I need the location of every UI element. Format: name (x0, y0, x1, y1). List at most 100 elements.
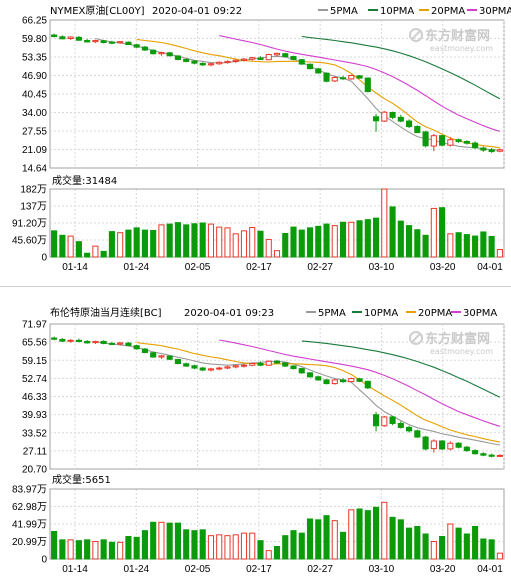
date-axis: 01-14 01-24 02-05 02-17 02-27 03-10 03-20 04-01 (62, 564, 503, 575)
volume-bar (372, 217, 380, 258)
watermark-brand: 东方财富网 (425, 28, 490, 44)
candle-body (265, 54, 272, 61)
volume-bar (232, 534, 239, 560)
volume-bar (439, 207, 446, 258)
volume-bar (290, 530, 297, 560)
volume-bar (207, 223, 215, 258)
candle-body (397, 116, 404, 122)
volume-bar (273, 545, 281, 560)
volume-bar (430, 207, 437, 258)
volume-bar (216, 226, 223, 258)
candle-body (84, 340, 91, 344)
legend-ma30-label: 30PMA (463, 308, 497, 319)
candle-body (331, 76, 338, 82)
volume-bar (84, 252, 91, 258)
volume-bar (166, 223, 173, 258)
volume-bar (75, 241, 82, 258)
candle-body (207, 368, 215, 371)
volume-bar (51, 530, 58, 560)
date-tick-label: 01-14 (62, 564, 88, 575)
candle-body (381, 416, 388, 427)
candle-body (282, 362, 289, 367)
price-tick-label: 33.52 (22, 428, 47, 439)
volume-bar (488, 539, 495, 560)
panel-title: 布伦特原油当月连续[BC] (50, 306, 162, 319)
date-tick-label: 04-01 (477, 262, 503, 273)
volume-bar (141, 530, 148, 560)
volume-bar (306, 518, 314, 560)
volume-bar (240, 230, 248, 258)
volume-bar (323, 223, 330, 258)
candle-body (232, 59, 239, 62)
date-tick-label: 02-27 (307, 564, 333, 575)
candle-body (207, 63, 215, 66)
volume-bar (199, 529, 206, 560)
candle-body (306, 63, 314, 70)
candle-body (249, 363, 256, 366)
candle-body (158, 52, 165, 55)
volume-bar (298, 532, 305, 560)
volume-bar (84, 539, 91, 560)
candle-body (100, 40, 107, 44)
volume-bar (67, 235, 74, 258)
candle-body (356, 378, 363, 382)
candle-body (125, 342, 132, 346)
panel-timestamp: 2020-04-01 09:23 (184, 308, 274, 319)
candle-body (348, 74, 355, 80)
candle-body (315, 376, 322, 381)
volume-bar (447, 523, 454, 560)
candle-body (191, 60, 198, 64)
candle-body (108, 342, 115, 345)
ma30-line (301, 340, 501, 398)
legend-ma5-label: 5PMA (330, 6, 358, 17)
panel-brent: 布伦特原油当月连续[BC] 2020-04-01 09:23 5PMA 10PM… (12, 306, 505, 575)
candle-body (298, 368, 305, 374)
price-tick-label: 39.93 (22, 410, 47, 421)
price-tick-label: 34.00 (22, 108, 47, 119)
volume-bar (364, 510, 371, 560)
candle-body (108, 41, 115, 44)
volume-bar (92, 245, 99, 258)
legend-ma20-label: 20PMA (418, 308, 452, 319)
candle-body (199, 367, 206, 371)
moving-average-lines (95, 339, 501, 446)
legend-ma30-label: 30PMA (479, 6, 511, 17)
candle-body (249, 57, 256, 60)
volume-bar (117, 232, 124, 258)
date-axis: 01-14 01-24 02-05 02-17 02-27 03-10 03-20 04-01 (62, 262, 503, 273)
candle-body (323, 72, 330, 82)
candle-body (240, 58, 248, 61)
volume-bar (224, 227, 231, 258)
volume-bar (183, 224, 190, 258)
volume-bar (381, 188, 388, 258)
price-tick-label: 59.80 (22, 34, 47, 45)
price-tick-label: 46.33 (22, 392, 47, 403)
watermark-domain: eastmoney.com (430, 347, 493, 356)
candle-body (381, 111, 388, 122)
volume-bar (108, 231, 115, 258)
volume-bar (447, 233, 454, 258)
volume-tick-label: 41.99万 (12, 520, 47, 531)
volume-bar (372, 506, 380, 560)
candle-body (463, 140, 470, 144)
ma20-line (219, 339, 501, 427)
volume-bar (406, 527, 413, 560)
legend: 5PMA 10PMA 20PMA 30PMA (306, 308, 497, 319)
candle-body (414, 126, 421, 134)
candle-body (216, 367, 223, 370)
volume-bar (439, 535, 446, 560)
candle-body (125, 41, 132, 46)
candle-body (439, 135, 446, 146)
price-tick-label: 66.25 (22, 16, 47, 27)
candle-body (59, 338, 66, 342)
volume-bar (339, 531, 347, 560)
candle-body (348, 377, 355, 383)
volume-label: 成交量:5651 (52, 473, 111, 486)
ma10-line (136, 38, 500, 149)
volume-bar (406, 225, 413, 258)
candlestick-series (51, 336, 503, 458)
volume-bar (356, 220, 363, 258)
price-tick-label: 65.56 (22, 338, 47, 349)
candle-body (496, 149, 503, 152)
